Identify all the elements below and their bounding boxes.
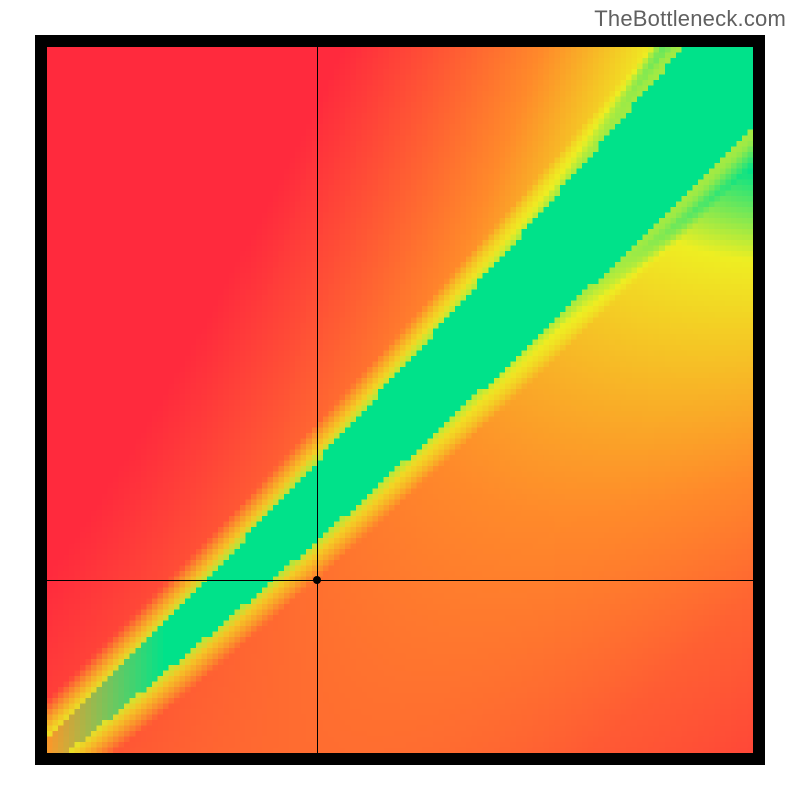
watermark-text: TheBottleneck.com — [594, 6, 786, 32]
plot-frame — [35, 35, 765, 765]
plot-area — [47, 47, 753, 753]
chart-container: TheBottleneck.com — [0, 0, 800, 800]
heatmap-canvas — [47, 47, 753, 753]
crosshair-dot — [313, 576, 321, 584]
crosshair-vertical — [317, 47, 318, 753]
crosshair-horizontal — [47, 580, 753, 581]
